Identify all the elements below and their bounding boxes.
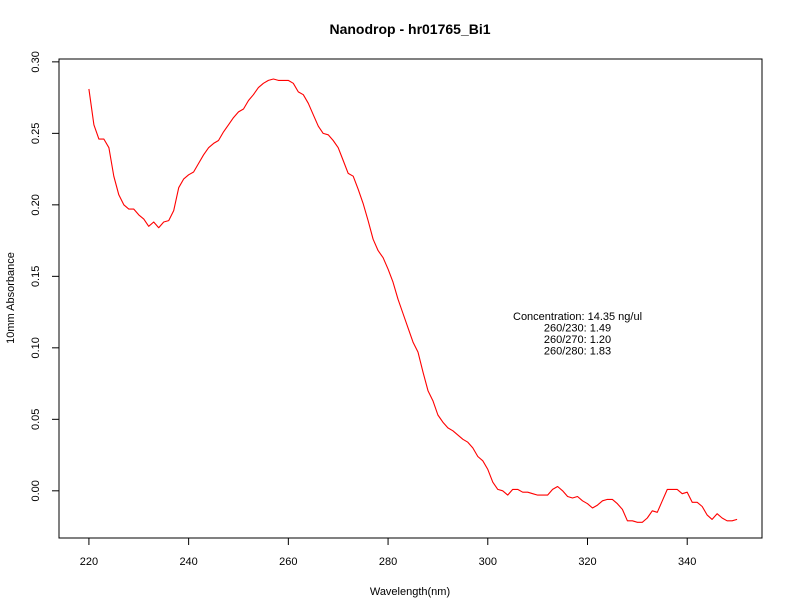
y-tick-label: 0.15 bbox=[30, 266, 42, 287]
x-tick-label: 320 bbox=[578, 556, 596, 568]
annotation-line: 260/280: 1.83 bbox=[544, 345, 611, 357]
x-tick-label: 340 bbox=[678, 556, 696, 568]
y-tick-label: 0.05 bbox=[30, 409, 42, 430]
x-tick-label: 220 bbox=[80, 556, 98, 568]
y-tick-label: 0.10 bbox=[30, 337, 42, 358]
x-tick-label: 280 bbox=[379, 556, 397, 568]
annotation-line: 260/270: 1.20 bbox=[544, 334, 611, 346]
chart-title: Nanodrop - hr01765_Bi1 bbox=[329, 21, 490, 37]
annotation-line: 260/230: 1.49 bbox=[544, 322, 611, 334]
data-series bbox=[88, 78, 738, 523]
y-axis-title: 10mm Absorbance bbox=[5, 252, 17, 344]
x-tick-label: 240 bbox=[179, 556, 197, 568]
y-tick-label: 0.00 bbox=[30, 480, 42, 501]
x-tick-label: 300 bbox=[479, 556, 497, 568]
x-tick-label: 260 bbox=[279, 556, 297, 568]
x-axis: 220 240 260 280 300 320 340 bbox=[80, 537, 696, 568]
y-tick-label: 0.30 bbox=[30, 51, 42, 72]
x-axis-title: Wavelength(nm) bbox=[370, 586, 450, 598]
y-tick-label: 0.20 bbox=[30, 194, 42, 215]
y-axis: 0.00 0.05 0.10 0.15 0.20 0.25 0.30 bbox=[30, 51, 60, 502]
annotation-line: Concentration: 14.35 ng/ul bbox=[513, 311, 642, 323]
absorbance-series-line bbox=[88, 78, 738, 523]
y-tick-label: 0.25 bbox=[30, 123, 42, 144]
